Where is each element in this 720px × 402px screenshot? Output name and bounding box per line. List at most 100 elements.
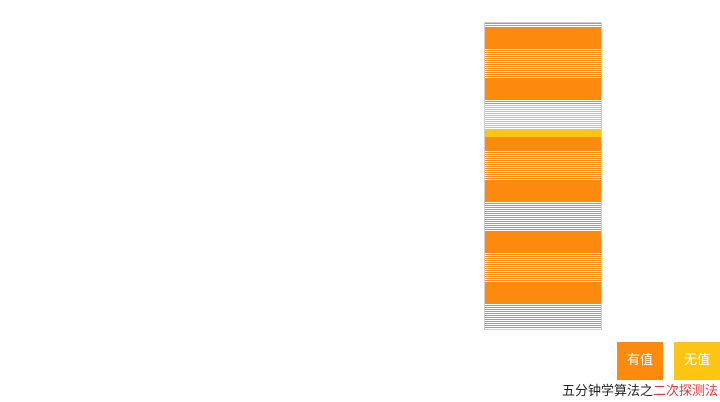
hash-slot xyxy=(485,269,601,272)
hash-slot xyxy=(485,153,601,155)
hash-slot xyxy=(485,157,601,160)
hash-slot xyxy=(485,120,601,123)
hash-slot xyxy=(485,312,601,315)
hash-slot xyxy=(485,145,601,147)
hash-slot xyxy=(485,57,601,60)
hash-slot xyxy=(485,49,601,51)
hash-slot xyxy=(485,173,601,176)
hash-slot xyxy=(485,284,601,286)
hash-slot xyxy=(485,265,601,268)
hash-slot xyxy=(485,214,601,217)
hash-slot xyxy=(485,243,601,245)
hash-slot xyxy=(485,259,601,262)
hash-slot xyxy=(485,178,601,180)
hash-slot xyxy=(485,29,601,31)
hash-slot xyxy=(485,310,601,313)
hash-slot xyxy=(485,35,601,37)
hash-slot xyxy=(485,245,601,247)
footer-caption: 五分钟学算法之二次探测法 xyxy=(562,383,718,400)
hash-slot xyxy=(485,141,601,143)
hash-slot xyxy=(485,45,601,47)
hash-slot xyxy=(485,257,601,260)
legend-filled-swatch: 有值 xyxy=(617,342,663,380)
hash-slot xyxy=(485,169,601,172)
hash-slot xyxy=(485,108,601,111)
hash-slot xyxy=(485,300,601,302)
hash-slot xyxy=(485,159,601,162)
hash-slot xyxy=(485,302,601,304)
hash-slot xyxy=(485,84,601,86)
hash-slot xyxy=(485,131,601,133)
hash-slot xyxy=(485,218,601,221)
hash-slot xyxy=(485,98,601,100)
hash-slot xyxy=(485,149,601,151)
hash-slot xyxy=(485,25,601,27)
hash-slot xyxy=(485,100,601,102)
caption-highlight: 二次探测法 xyxy=(652,384,718,399)
hash-slot xyxy=(485,31,601,33)
hash-slot xyxy=(485,118,601,121)
hash-slot xyxy=(485,263,601,266)
hash-slot xyxy=(485,114,601,117)
hash-slot xyxy=(485,122,601,125)
hash-slot xyxy=(485,322,601,325)
hash-slot xyxy=(485,224,601,227)
hash-slot xyxy=(485,212,601,215)
hash-slot xyxy=(485,184,601,186)
hash-slot xyxy=(485,96,601,98)
hash-slot xyxy=(485,102,601,104)
hash-slot xyxy=(485,253,601,255)
hash-slot xyxy=(485,55,601,58)
hash-slot xyxy=(485,76,601,78)
hash-table-strip xyxy=(484,22,602,330)
hash-slot xyxy=(485,239,601,241)
hash-slot xyxy=(485,116,601,119)
hash-slot xyxy=(485,186,601,188)
legend-empty-swatch: 无值 xyxy=(674,342,720,380)
hash-slot xyxy=(485,198,601,200)
hash-slot xyxy=(485,59,601,62)
hash-slot xyxy=(485,204,601,206)
hash-slot xyxy=(485,278,601,280)
hash-slot xyxy=(485,296,601,298)
hash-slot xyxy=(485,227,601,229)
hash-slot xyxy=(485,196,601,198)
hash-slot xyxy=(485,280,601,282)
hash-slot xyxy=(485,88,601,90)
hash-slot xyxy=(485,51,601,53)
hash-slot xyxy=(485,231,601,233)
hash-slot xyxy=(485,271,601,274)
hash-slot xyxy=(485,235,601,237)
hash-slot xyxy=(485,41,601,43)
hash-slot xyxy=(485,94,601,96)
hash-slot xyxy=(485,171,601,174)
hash-slot xyxy=(485,286,601,288)
hash-slot xyxy=(485,202,601,204)
hash-slot xyxy=(485,110,601,113)
hash-slot xyxy=(485,167,601,170)
hash-slot xyxy=(485,143,601,145)
hash-slot xyxy=(485,137,601,139)
hash-slot xyxy=(485,33,601,35)
hash-slot xyxy=(485,298,601,300)
hash-slot xyxy=(485,92,601,94)
hash-slot xyxy=(485,176,601,178)
hash-slot xyxy=(485,326,601,329)
hash-slot xyxy=(485,180,601,182)
hash-slot xyxy=(485,71,601,74)
hash-slot xyxy=(485,314,601,317)
hash-slot xyxy=(485,306,601,308)
hash-slot xyxy=(485,47,601,49)
hash-slot xyxy=(485,249,601,251)
hash-slot xyxy=(485,78,601,80)
hash-slot xyxy=(485,63,601,66)
hash-slot xyxy=(485,86,601,88)
hash-slot xyxy=(485,106,601,109)
hash-slot xyxy=(485,194,601,196)
hash-slot xyxy=(485,125,601,127)
legend-filled-label: 有值 xyxy=(626,353,653,368)
hash-slot xyxy=(485,229,601,231)
hash-slot xyxy=(485,220,601,223)
hash-slot xyxy=(485,161,601,164)
hash-slot xyxy=(485,112,601,115)
